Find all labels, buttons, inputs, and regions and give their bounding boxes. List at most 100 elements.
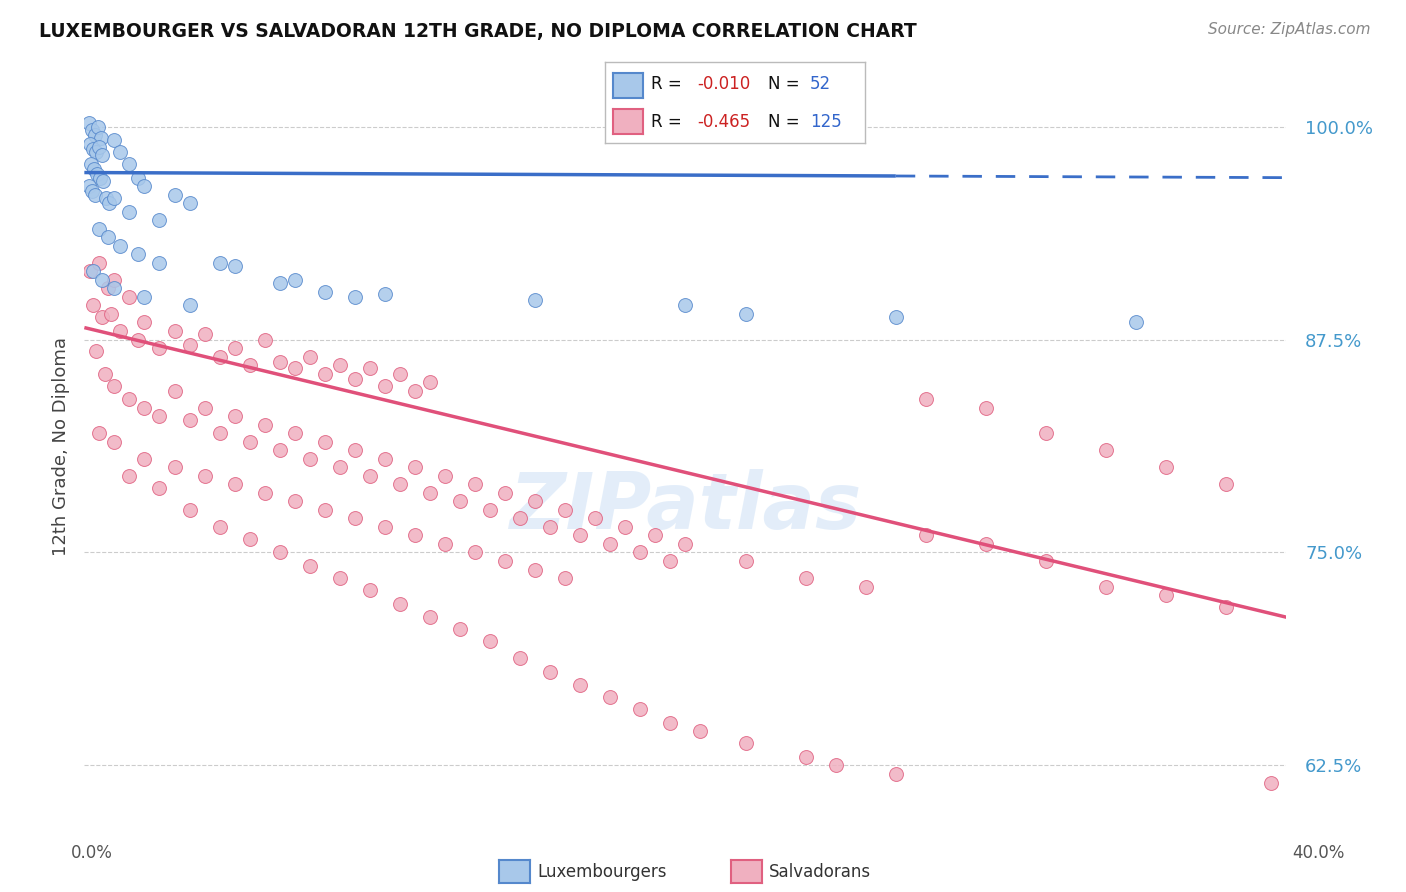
Point [298,559,321,574]
Point [97,281,120,295]
Point [915,528,938,542]
Point [343,443,366,458]
Point [83,187,105,202]
Point [388,597,411,611]
Text: 52: 52 [810,75,831,93]
Point [103,273,125,287]
Point [87,140,110,154]
Point [80,157,103,171]
Point [599,537,621,551]
Point [89,170,111,185]
Point [163,324,186,338]
Point [194,468,217,483]
Point [659,715,682,730]
Point [359,361,381,376]
Point [404,460,426,475]
Point [179,337,201,351]
Point [628,545,651,559]
Point [554,571,576,585]
Point [314,503,336,517]
Point [91,273,114,287]
Point [734,307,756,321]
Point [148,341,170,355]
Point [208,426,231,441]
Point [98,196,121,211]
Point [794,750,817,764]
Point [404,384,426,398]
Point [91,174,114,188]
Point [79,264,101,278]
Point [628,702,651,716]
Point [269,277,291,291]
Point [583,511,606,525]
Point [82,298,104,312]
Point [449,494,471,508]
Point [194,327,217,342]
Point [538,520,561,534]
Point [94,191,117,205]
Point [599,690,621,705]
Point [343,511,366,525]
Point [314,367,336,381]
Point [127,247,149,261]
Point [554,503,576,517]
Text: R =: R = [651,75,682,93]
Point [239,532,262,546]
Point [659,554,682,568]
Point [94,367,117,381]
Point [103,378,125,392]
Point [494,486,516,500]
Point [224,259,246,273]
Point [103,434,125,449]
Point [374,378,396,392]
Point [163,384,186,398]
Point [82,142,104,156]
Point [1035,426,1057,441]
Point [343,372,366,386]
Point [86,167,108,181]
Point [179,503,201,517]
Text: -0.010: -0.010 [697,75,751,93]
Point [148,213,170,227]
Point [1215,600,1237,615]
Point [194,401,217,415]
Point [134,290,156,304]
Point [329,460,352,475]
Point [127,170,149,185]
Point [118,468,141,483]
Point [91,310,114,325]
Point [89,256,111,270]
Point [794,571,817,585]
Point [134,179,156,194]
Point [134,316,156,330]
Point [163,460,186,475]
Point [675,298,697,312]
Point [1156,588,1178,602]
Point [1215,477,1237,491]
Point [110,239,132,253]
Point [614,520,637,534]
Point [434,537,457,551]
Point [974,537,997,551]
Point [269,354,291,368]
Point [329,571,352,585]
Point [118,290,141,304]
Point [464,477,486,491]
Point [284,426,307,441]
Text: LUXEMBOURGER VS SALVADORAN 12TH GRADE, NO DIPLOMA CORRELATION CHART: LUXEMBOURGER VS SALVADORAN 12TH GRADE, N… [39,22,917,41]
Y-axis label: 12th Grade, No Diploma: 12th Grade, No Diploma [52,336,70,556]
Text: 0.0%: 0.0% [70,844,112,862]
Point [1156,460,1178,475]
Point [84,145,107,160]
Point [90,131,112,145]
Point [269,545,291,559]
Point [284,273,307,287]
Point [479,503,502,517]
Point [134,401,156,415]
Point [524,562,547,576]
Point [224,341,246,355]
Point [915,392,938,406]
Point [419,375,441,389]
Point [284,494,307,508]
Point [374,451,396,466]
